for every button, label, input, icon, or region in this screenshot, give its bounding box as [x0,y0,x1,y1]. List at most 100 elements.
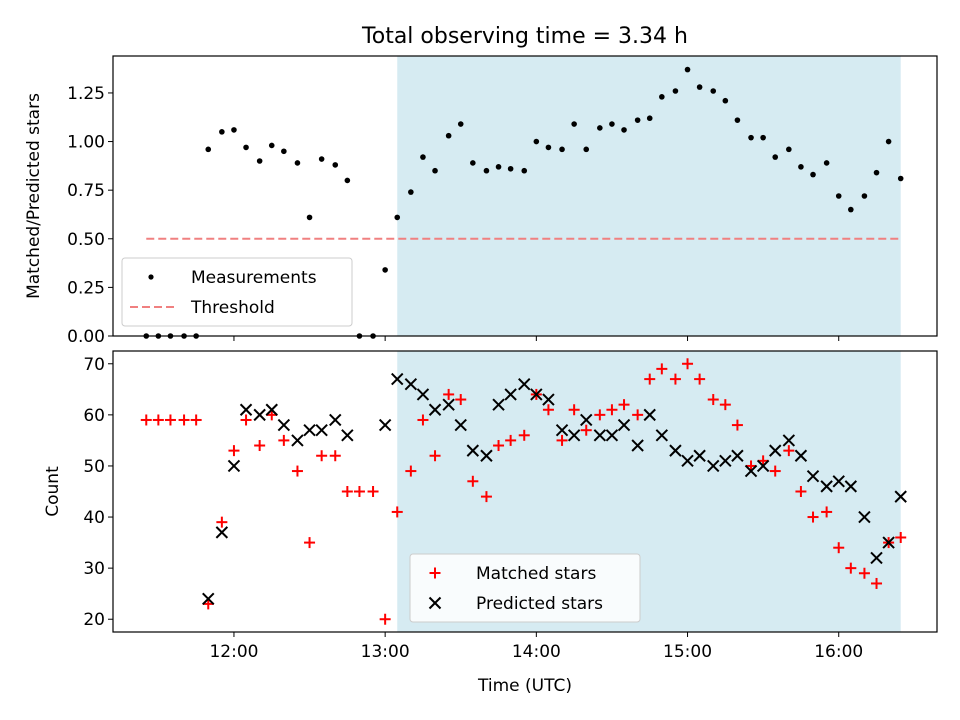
matched-star-point [821,506,833,518]
matched-star-point [152,414,164,426]
measurement-point [281,148,287,155]
matched-star-point [164,414,176,426]
bot-xtick-label: 15:00 [663,642,712,662]
measurement-point [219,129,225,135]
predicted-star-point [215,526,229,539]
matched-star-point [304,537,316,549]
predicted-star-point [820,480,833,493]
matched-star-point [417,414,429,426]
measurement-point [470,160,476,166]
y-axis-label-top: Matched/Predicted stars [24,93,44,299]
matched-star-point [190,414,202,426]
matched-star-point [266,409,278,421]
measurement-point [634,117,641,123]
top-ytick-label: 0.75 [67,181,105,201]
measurement-point [382,267,388,273]
predicted-star-point [806,469,820,483]
legend-bottom: Matched stars Predicted stars [409,553,641,623]
predicted-star-point [744,464,758,478]
predicted-star-point [858,510,871,524]
matched-star-point [682,358,694,370]
measurement-point [457,121,464,127]
matched-star-point [707,394,719,406]
measurement-point [823,160,830,166]
predicted-star-point [291,434,304,447]
bot-ytick-label: 50 [83,457,105,477]
measurement-point [684,66,691,73]
predicted-star-point [669,444,682,457]
predicted-star-point [719,454,732,468]
measurement-point [897,175,904,182]
matched-star-point [391,506,403,518]
bot-xtick-label: 14:00 [512,642,561,662]
predicted-star-point [315,423,328,437]
measurement-point [507,165,514,172]
matched-star-point [632,409,644,421]
predicted-star-point [756,459,770,473]
measurement-point [696,84,703,90]
top-ytick-label: 0.50 [67,230,105,250]
matched-star-point [278,434,290,446]
measurement-point [835,193,842,199]
predicted-star-point [769,444,782,457]
measurement-point [748,134,754,141]
predicted-star-point [341,429,354,442]
top-ytick-label: 1.25 [67,84,105,104]
bot-ytick-label: 20 [83,610,105,630]
matched-star-point [505,434,517,446]
predicted-star-point [681,454,694,468]
bot-xtick-label: 16:00 [814,642,863,662]
legend-marker-predicted-shape [428,596,442,610]
matched-star-point [443,388,455,400]
measurement-point [231,127,237,133]
matched-star-point [467,475,479,487]
plot-frame-bottom [112,350,938,633]
matched-star-point [618,399,630,411]
predicted-star-point [504,388,517,401]
matched-star-point [644,373,656,385]
matched-star-point [656,363,668,375]
matched-star-point [594,409,606,421]
matched-star-point [178,414,190,426]
predicted-star-point [202,592,215,605]
matched-star-point [833,542,845,554]
matched-star-point [367,486,379,497]
predicted-star-point [239,403,253,416]
legend-marker-matched-shape [429,567,441,579]
measurement-point [760,134,766,141]
matched-star-point [379,613,391,625]
legend-top: Measurements Threshold [121,257,353,327]
matched-star-point [480,491,492,503]
bot-ytick-label: 30 [83,559,105,579]
matched-star-point [745,460,757,472]
measurement-point [445,132,452,139]
legend-box-top [121,257,353,327]
measurement-point [420,154,426,160]
predicted-star-point [794,449,808,462]
matched-star-point [694,373,706,385]
legend-box-bottom [409,553,641,623]
predicted-star-point [480,449,493,462]
matched-star-point [731,419,743,431]
legend-label-matched: Matched stars [476,564,596,584]
measurement-point [873,169,880,176]
measurement-point [344,177,351,184]
plot-frame-top [112,55,938,337]
matched-star-point [769,465,781,477]
predicted-star-point [378,418,392,432]
predicted-star-point [454,418,467,432]
y-axis-label-bottom: Count [43,466,63,517]
predicted-star-point [277,418,291,432]
predicted-star-point [466,444,480,457]
bot-ytick-label: 40 [83,508,105,528]
measurement-point [394,214,401,221]
measurement-point [885,138,892,145]
predicted-star-point [605,429,619,442]
top-panel: Total observing time = 3.34 h 0.00 0.25 0.… [24,24,938,347]
bot-xtick-label: 12:00 [209,642,258,662]
predicted-star-point [832,475,845,488]
measurement-point [432,167,438,174]
legend-label-predicted: Predicted stars [476,594,603,614]
matched-star-point [542,404,554,416]
measurement-point [533,138,540,145]
